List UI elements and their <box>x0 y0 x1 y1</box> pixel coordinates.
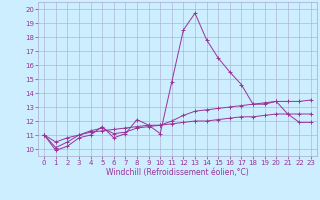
X-axis label: Windchill (Refroidissement éolien,°C): Windchill (Refroidissement éolien,°C) <box>106 168 249 177</box>
